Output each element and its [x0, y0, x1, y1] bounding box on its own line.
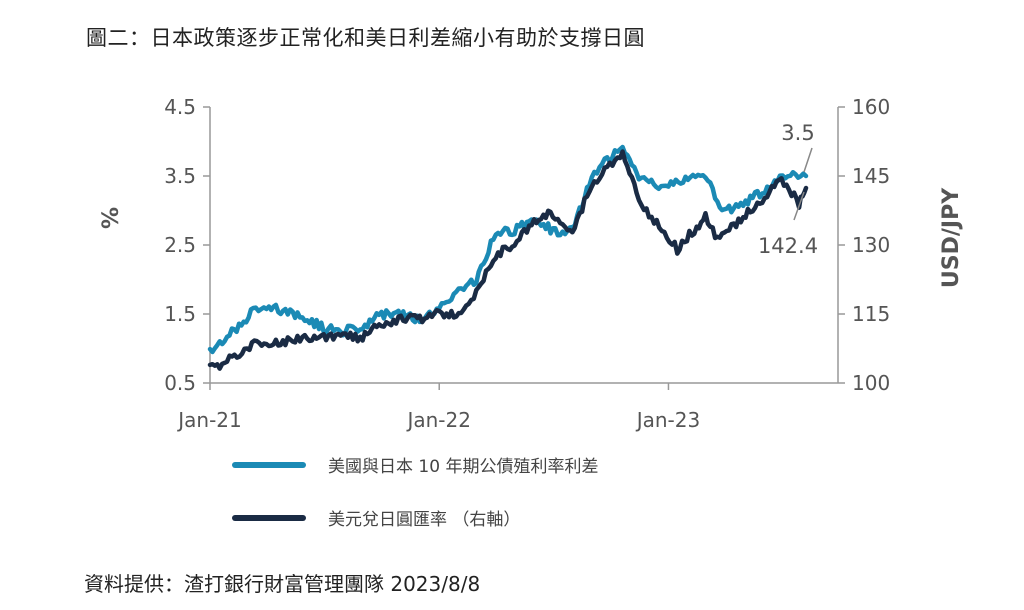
left-tick-label: 1.5: [164, 302, 196, 326]
right-tick-label: 100: [852, 371, 890, 395]
legend-label-usdjpy: 美元兌日圓匯率 （右軸）: [328, 510, 521, 530]
chart-title: 圖二：日本政策逐步正常化和美日利差縮小有助於支撐日圓: [86, 26, 645, 50]
annotation-usdjpy-value: 142.4: [758, 234, 818, 258]
x-tick-label: Jan-23: [635, 408, 701, 432]
axes-layer: [203, 106, 845, 390]
labels-layer: 0.5 1.5 2.5 3.5 4.5 100 115 130 145 160 Jan-21 Jan-…: [99, 95, 964, 432]
series-line-spread: [207, 144, 809, 355]
series-layer: [207, 144, 809, 371]
annotation-leader-spread: [803, 147, 813, 173]
x-tick-label: Jan-22: [405, 408, 471, 432]
left-tick-label: 4.5: [164, 95, 196, 119]
source-note: 資料提供：渣打銀行財富管理團隊 2023/8/8: [84, 572, 481, 596]
left-tick-label: 2.5: [164, 233, 196, 257]
legend-swatch-spread: [232, 461, 306, 468]
right-tick-label: 130: [852, 233, 890, 257]
right-tick-label: 115: [852, 302, 890, 326]
x-tick-label: Jan-21: [176, 408, 242, 432]
right-axis-title: USD/JPY: [939, 187, 964, 288]
legend-item-spread: 美國與日本 10 年期公債殖利率利差: [232, 452, 598, 477]
left-tick-label: 3.5: [164, 164, 196, 188]
dual-axis-line-chart: 0.5 1.5 2.5 3.5 4.5 100 115 130 145 160 Jan-21 Jan-…: [99, 95, 964, 432]
legend-label-spread: 美國與日本 10 年期公債殖利率利差: [328, 457, 599, 477]
legend-swatch-usdjpy: [232, 514, 306, 521]
right-tick-label: 145: [852, 164, 890, 188]
annotation-spread-value: 3.5: [781, 121, 814, 145]
left-axis-title: %: [99, 207, 124, 229]
left-tick-label: 0.5: [164, 371, 196, 395]
annotation-leader-usdjpy: [793, 191, 805, 221]
series-line-usdjpy: [207, 149, 809, 371]
right-tick-label: 160: [852, 95, 890, 119]
legend-item-usdjpy: 美元兌日圓匯率 （右軸）: [232, 505, 520, 530]
